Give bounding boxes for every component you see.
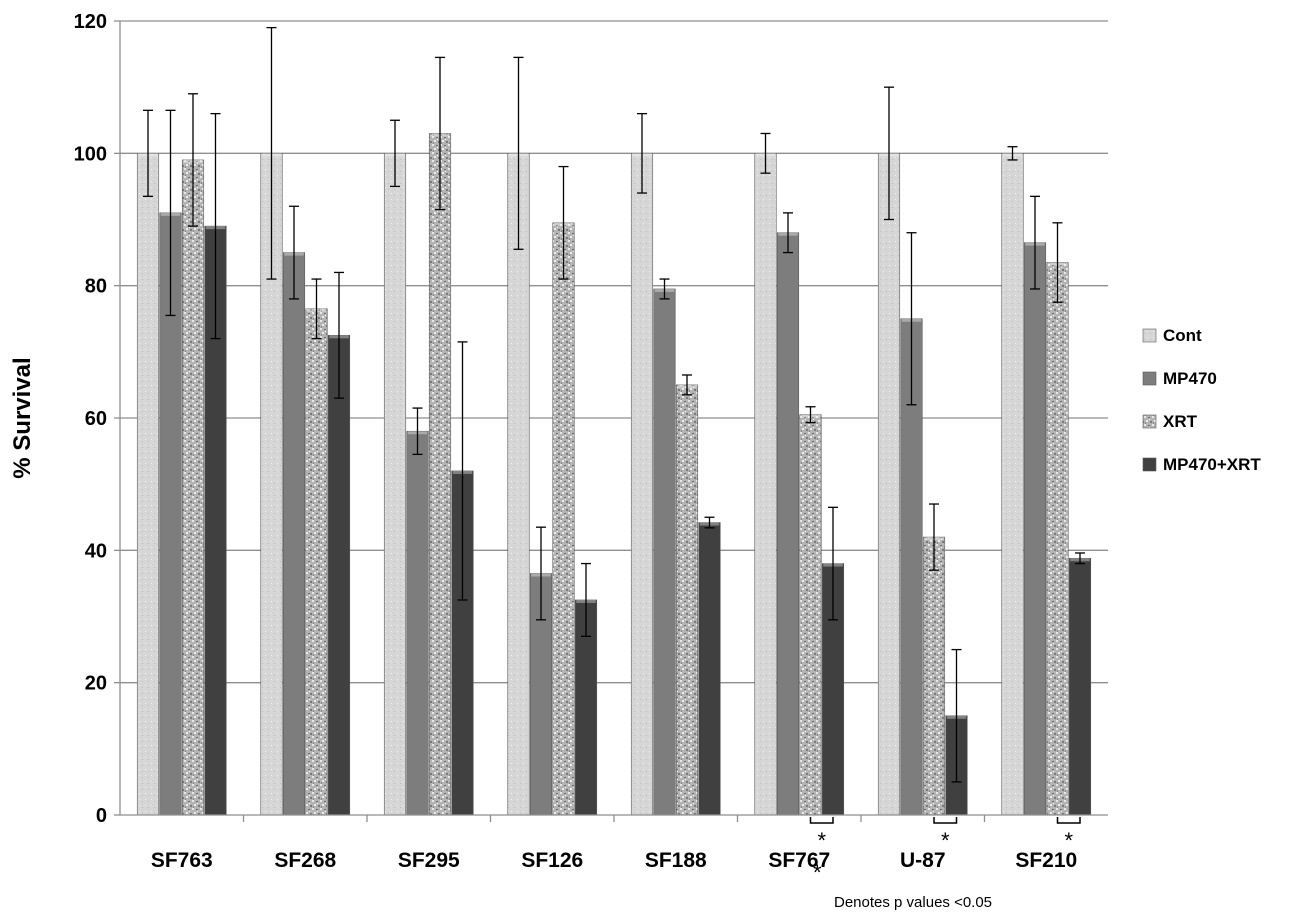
bar-xrt [675,384,699,816]
bar-xrt [799,414,822,816]
bar-mp470-xrt [698,522,721,816]
significance-star: * [1064,828,1073,853]
bar-xrt [181,159,205,816]
category-label: SF295 [398,849,460,872]
y-tick-label: 20 [85,673,107,695]
bar-cont [877,153,901,816]
bar-mp470 [406,430,429,816]
significance-bracket [933,817,958,824]
bar-cont [136,153,160,816]
bar-xrt [1046,262,1069,816]
legend-label: MP470 [1163,369,1217,388]
legend-label: Cont [1163,326,1202,345]
bar-mp470 [1023,242,1047,816]
category-label: SF210 [1015,849,1077,872]
significance-star: * [941,828,950,853]
bar-xrt [922,536,946,816]
bar-cont [383,153,407,816]
labels: 0 20 40 60 80 100 120 % Survival SF763 SF268 SF295… [9,11,1077,911]
category-label: SF268 [274,849,336,872]
category-label: U-87 [900,849,946,872]
category-label: SF763 [151,849,213,872]
y-tick-label: 40 [85,540,107,562]
y-tick-label: 100 [74,143,107,165]
bar-mp470-xrt [1068,557,1092,816]
y-tick-label: 80 [85,276,107,298]
bar-mp470-xrt [327,334,351,816]
footnote-star: * [813,860,822,885]
bar-cont [754,153,777,816]
y-tick-label: 120 [74,11,107,33]
y-tick-label: 0 [96,805,107,827]
legend-label: XRT [1163,412,1198,431]
bar-mp470 [653,288,676,816]
significance-bracket [809,817,834,824]
bar-cont [630,153,654,816]
y-tick-label: 60 [85,408,107,430]
bar-xrt [552,222,575,816]
significance-star: * [817,828,826,853]
legend-swatch [1142,371,1157,386]
category-label: SF767 [768,849,830,872]
legend: Cont MP470 XRT MP470+XRT [1142,326,1261,474]
bar-mp470 [776,232,800,816]
legend-label: MP470+XRT [1163,455,1261,474]
y-axis-label: % Survival [9,357,36,478]
significance-bracket [1056,817,1081,824]
category-label: SF188 [645,849,707,872]
legend-swatch [1142,414,1157,429]
bar-mp470 [282,252,306,816]
bar-cont [507,153,530,816]
footnote-text: Denotes p values <0.05 [834,894,992,911]
category-label: SF126 [521,849,583,872]
legend-swatch [1142,457,1157,472]
axes [114,20,1108,824]
bar-xrt [305,308,328,816]
bars [136,26,1092,816]
legend-swatch [1142,328,1157,343]
bar-cont [1001,153,1024,816]
bar-xrt [428,133,452,816]
